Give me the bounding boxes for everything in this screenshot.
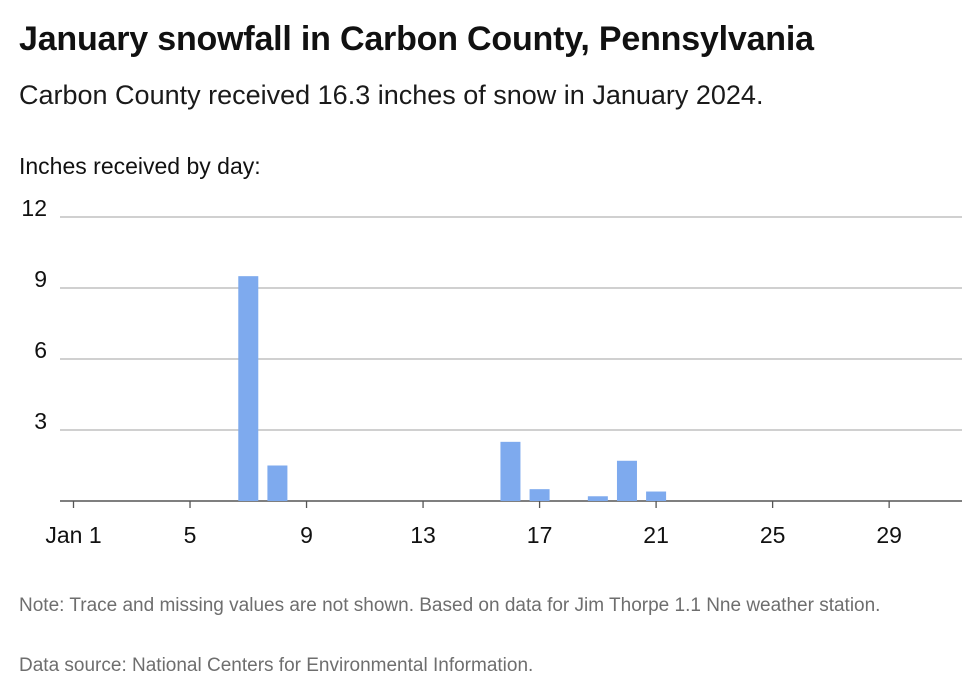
chart-subtitle: Carbon County received 16.3 inches of sn… [19, 80, 764, 110]
y-tick-label: 3 [34, 408, 47, 434]
data-source: Data source: National Centers for Enviro… [19, 655, 534, 676]
bar-jan-20 [616, 460, 637, 501]
bar-jan-19 [587, 496, 608, 501]
x-tick-label: 21 [643, 522, 669, 548]
y-tick-label: 6 [34, 337, 47, 363]
x-tick-label: 5 [184, 522, 197, 548]
bar-chart: 3 6 9 12 Jan 1 5 9 13 17 21 25 29 [21, 195, 962, 548]
x-tick-label: 9 [300, 522, 313, 548]
chart-note: Note: Trace and missing values are not s… [19, 595, 881, 616]
bar-jan-17 [529, 489, 550, 501]
y-tick-label: 12 [21, 195, 47, 221]
x-tick-label: 13 [410, 522, 436, 548]
x-tick-label: 17 [527, 522, 553, 548]
bar-jan-16 [500, 441, 521, 501]
x-tick-label: Jan 1 [45, 522, 101, 548]
y-axis-label: Inches received by day: [19, 153, 261, 179]
bar-jan-8 [267, 465, 288, 501]
x-tick-label: 25 [760, 522, 786, 548]
bar-jan-21 [646, 491, 667, 501]
bar-jan-7 [238, 276, 259, 501]
chart-title: January snowfall in Carbon County, Penns… [19, 20, 814, 58]
x-tick-label: 29 [876, 522, 902, 548]
y-tick-label: 9 [34, 266, 47, 292]
